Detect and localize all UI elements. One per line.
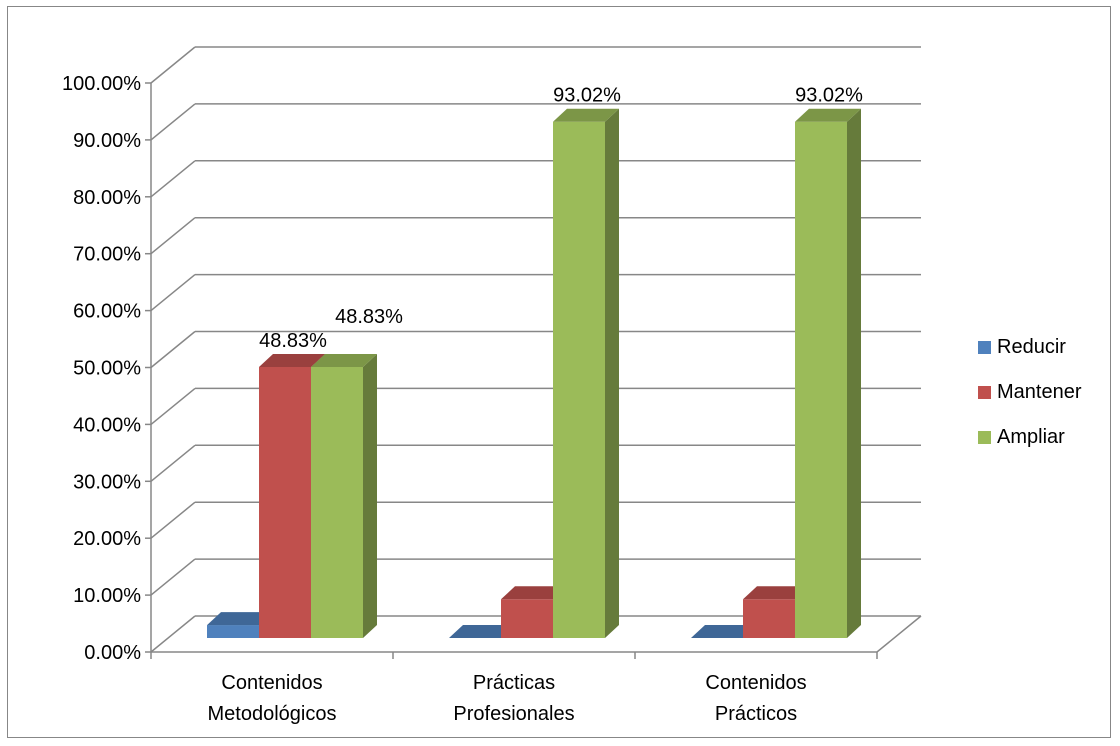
bar-top-ampliar: [795, 108, 861, 122]
y-tick-label: 0.00%: [84, 642, 141, 664]
bar-top-ampliar: [553, 108, 619, 122]
gridline-side: [150, 501, 196, 539]
bar-top-mantener: [501, 586, 567, 600]
bar-top-mantener: [743, 586, 809, 600]
data-label-mantener: 48.83%: [259, 330, 327, 352]
data-label-ampliar: 93.02%: [553, 85, 621, 107]
y-tick-label: 50.00%: [73, 358, 141, 380]
gridline-side: [150, 274, 196, 312]
legend-swatch-mantener: [978, 386, 991, 399]
y-tick-label: 90.00%: [73, 130, 141, 152]
x-category-label: Metodológicos: [208, 703, 337, 725]
bar-top-mantener: [259, 353, 325, 367]
bar-mantener: [743, 599, 795, 638]
bar-top-ampliar: [311, 353, 377, 367]
legend-label-mantener: Mantener: [997, 381, 1082, 403]
gridline-side: [150, 103, 196, 141]
legend: Reducir Mantener Ampliar: [978, 325, 1082, 460]
y-tick-label: 20.00%: [73, 528, 141, 550]
legend-swatch-reducir: [978, 341, 991, 354]
legend-item-ampliar: Ampliar: [978, 415, 1082, 460]
x-category-label: Prácticas: [473, 672, 555, 694]
y-tick-label: 40.00%: [73, 414, 141, 436]
bar-mantener: [259, 366, 311, 638]
x-category-label: Prácticos: [715, 703, 797, 725]
gridline-side: [150, 558, 196, 596]
bar-ampliar: [795, 121, 847, 638]
bar-top-reducir: [207, 612, 273, 626]
x-category-label: Contenidos: [221, 672, 322, 694]
bar-ampliar: [311, 366, 363, 638]
chart-svg: 0.00% 10.00% 20.00% 30.00% 40.00% 50.00% 60.00…: [62, 46, 922, 725]
gridline-side: [150, 330, 196, 369]
bar-ampliar: [553, 121, 605, 638]
bar-mantener: [501, 599, 553, 638]
gridline-side: [150, 444, 196, 482]
gridline-side: [150, 46, 196, 84]
bar-top-reducir: [449, 625, 515, 638]
legend-item-reducir: Reducir: [978, 325, 1082, 370]
bar-side-ampliar: [847, 108, 861, 638]
gridline-side: [150, 217, 196, 255]
gridline-side: [150, 615, 196, 653]
gridline-side: [150, 387, 196, 425]
y-tick-label: 30.00%: [73, 471, 141, 493]
bar-top-reducir: [691, 625, 757, 638]
bar-side-ampliar: [363, 353, 377, 638]
y-tick-label: 60.00%: [73, 301, 141, 323]
legend-label-ampliar: Ampliar: [997, 426, 1065, 448]
legend-item-mantener: Mantener: [978, 370, 1082, 415]
data-label-ampliar: 48.83%: [335, 306, 403, 328]
y-tick-label: 10.00%: [73, 585, 141, 607]
y-tick-label: 70.00%: [73, 244, 141, 266]
y-tick-label: 80.00%: [73, 187, 141, 209]
data-label-ampliar: 93.02%: [795, 85, 863, 107]
chart-frame: 0.00% 10.00% 20.00% 30.00% 40.00% 50.00% 60.00…: [7, 6, 1111, 738]
legend-label-reducir: Reducir: [997, 336, 1066, 358]
legend-swatch-ampliar: [978, 431, 991, 444]
bar-reducir: [207, 625, 259, 638]
x-category-label: Profesionales: [453, 703, 574, 725]
gridline-side: [150, 160, 196, 198]
bar-side-ampliar: [605, 108, 619, 638]
x-category-label: Contenidos: [705, 672, 806, 694]
y-tick-label: 100.00%: [62, 73, 141, 95]
